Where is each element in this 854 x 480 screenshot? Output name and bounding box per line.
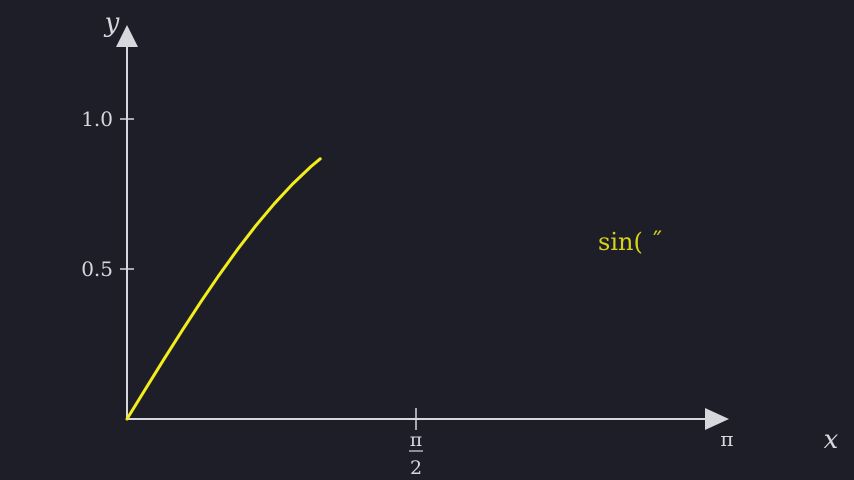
x-axis-end-tick-label: π — [720, 427, 733, 451]
y-tick-label: 0.5 — [81, 257, 113, 281]
x-ticks-group: π2 — [409, 408, 424, 479]
y-axis-label: y — [104, 8, 120, 38]
y-axis-arrowhead — [116, 25, 138, 47]
sine-curve — [125, 157, 322, 421]
x-axis-label: x — [824, 425, 839, 455]
y-ticks-group: 0.5 1.0 — [81, 107, 134, 281]
curve-function-label: sin( ˝ — [598, 228, 662, 256]
x-tick-label-numerator: π — [410, 429, 423, 451]
y-tick-label: 1.0 — [81, 107, 113, 131]
x-tick-label-denominator: 2 — [410, 457, 422, 479]
x-axis-arrowhead — [705, 408, 729, 430]
